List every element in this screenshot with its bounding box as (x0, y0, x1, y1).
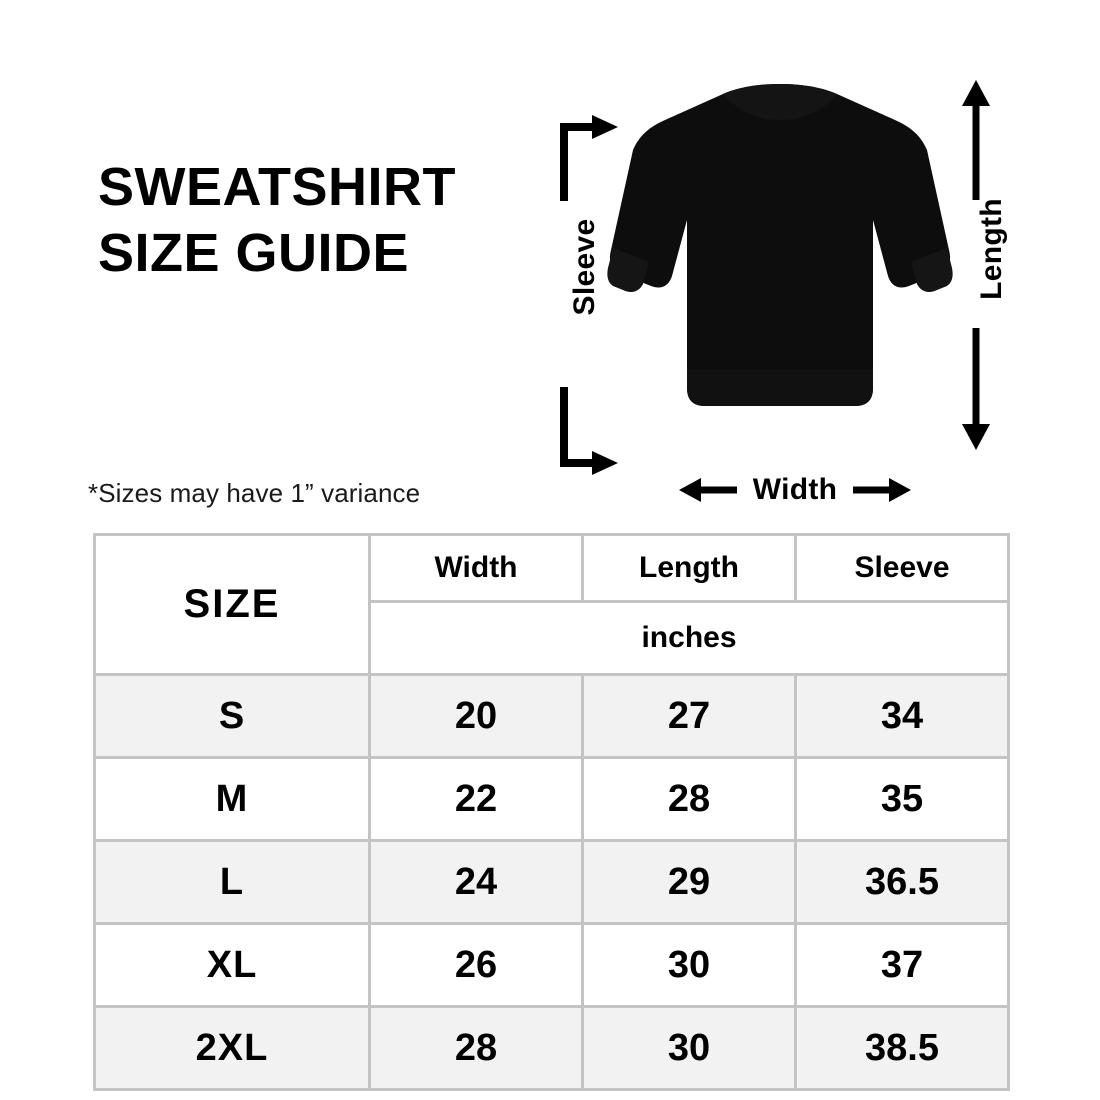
page-title: SWEATSHIRT SIZE GUIDE (98, 155, 538, 287)
row-length-value: 29 (581, 839, 797, 925)
row-size-label: M (93, 756, 371, 842)
row-sleeve-value: 35 (794, 756, 1010, 842)
row-size-label: 2XL (93, 1005, 371, 1091)
title-line-1: SWEATSHIRT (98, 157, 456, 217)
column-header-sleeve: Sleeve (794, 533, 1010, 603)
row-length-value: 30 (581, 1005, 797, 1091)
width-label: Width (752, 473, 838, 506)
table-row: S 20 27 34 (93, 673, 1010, 759)
title-line-2: SIZE GUIDE (98, 222, 410, 283)
width-measure-indicator: Width (650, 465, 940, 515)
arrow-right-icon (853, 478, 912, 502)
table-row: L 24 29 36.5 (93, 839, 1010, 925)
arrow-left-icon (678, 478, 737, 502)
row-width-value: 26 (368, 922, 584, 1008)
row-sleeve-value: 36.5 (794, 839, 1010, 925)
sleeve-label: Sleeve (568, 218, 601, 316)
table-row: XL 26 30 37 (93, 922, 1010, 1008)
row-length-value: 27 (581, 673, 797, 759)
size-column-header: SIZE (93, 533, 371, 676)
row-size-label: XL (93, 922, 371, 1008)
row-sleeve-value: 37 (794, 922, 1010, 1008)
table-units-row: inches (95, 600, 1010, 676)
row-size-label: L (93, 839, 371, 925)
row-length-value: 28 (581, 756, 797, 842)
column-header-length: Length (581, 533, 797, 603)
units-label: inches (368, 600, 1010, 676)
length-measure-indicator: Length (950, 80, 1030, 450)
length-arrow-icon (962, 80, 990, 450)
size-chart-table: SIZE Width Length Sleeve inches S 20 27 … (93, 533, 1010, 1091)
garment-illustration: Sleeve Length Width (550, 60, 1070, 510)
sweatshirt-icon (607, 84, 953, 406)
length-label: Length (975, 198, 1008, 300)
row-sleeve-value: 34 (794, 673, 1010, 759)
row-width-value: 24 (368, 839, 584, 925)
variance-note: *Sizes may have 1” variance (88, 478, 421, 508)
row-width-value: 22 (368, 756, 584, 842)
row-length-value: 30 (581, 922, 797, 1008)
row-size-label: S (93, 673, 371, 759)
sleeve-arrow-icon (560, 115, 618, 475)
sleeve-measure-indicator: Sleeve (550, 115, 620, 475)
table-row: M 22 28 35 (93, 756, 1010, 842)
row-sleeve-value: 38.5 (794, 1005, 1010, 1091)
column-header-width: Width (368, 533, 584, 603)
table-row: 2XL 28 30 38.5 (93, 1005, 1010, 1091)
row-width-value: 20 (368, 673, 584, 759)
row-width-value: 28 (368, 1005, 584, 1091)
table-header-row: SIZE Width Length Sleeve (93, 533, 1010, 676)
